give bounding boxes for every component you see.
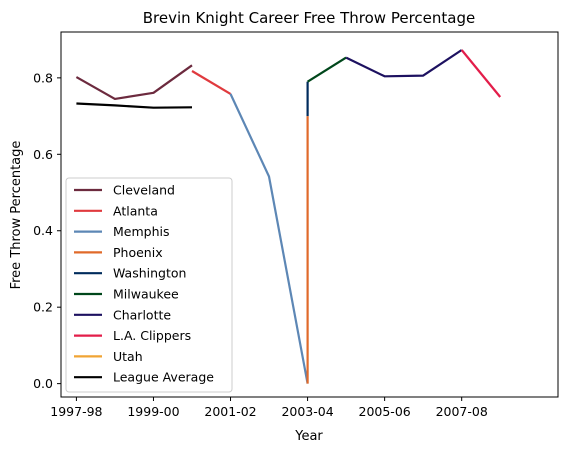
y-axis-ticks: 0.0 0.2 0.4 0.6 0.8 <box>33 70 61 391</box>
legend-label: Atlanta <box>113 203 158 218</box>
legend-label: Phoenix <box>113 245 163 260</box>
series-line-memphis <box>229 93 309 384</box>
legend: Cleveland Atlanta Memphis Phoenix Washington… <box>65 177 233 393</box>
y-tick-label: 0.6 <box>33 147 53 162</box>
y-tick-label: 0.8 <box>33 70 53 85</box>
y-axis-label: Free Throw Percentage <box>9 141 24 290</box>
legend-box <box>65 177 233 393</box>
legend-label: Utah <box>113 349 143 364</box>
legend-label: Memphis <box>113 224 170 239</box>
x-tick-label: 2001-02 <box>204 404 256 419</box>
x-tick-label: 1999-00 <box>127 404 179 419</box>
legend-label: Cleveland <box>113 183 175 198</box>
chart-title: Brevin Knight Career Free Throw Percenta… <box>143 9 475 27</box>
x-tick-label: 1997-98 <box>50 404 102 419</box>
series-line-charlotte <box>345 49 463 78</box>
plot-area <box>60 31 559 398</box>
series-line-cleveland <box>75 64 193 100</box>
legend-label: Milwaukee <box>113 287 179 302</box>
x-tick-label: 2003-04 <box>281 404 333 419</box>
series-line-milwaukee <box>307 56 347 83</box>
y-tick-label: 0.2 <box>33 300 53 315</box>
series-line-l-a-clippers <box>460 49 502 98</box>
legend-label: L.A. Clippers <box>113 328 191 343</box>
x-axis-ticks: 1997-98 1999-00 2001-02 2003-04 2005-06 2007-… <box>50 397 488 419</box>
x-tick-label: 2005-06 <box>359 404 411 419</box>
series-layer <box>75 49 502 384</box>
legend-items: Cleveland Atlanta Memphis Phoenix Washington… <box>74 183 214 385</box>
y-tick-label: 0.4 <box>33 223 53 238</box>
legend-label: Charlotte <box>113 307 171 322</box>
legend-label: League Average <box>113 370 214 385</box>
series-line-atlanta <box>191 70 232 95</box>
legend-label: Washington <box>113 266 186 281</box>
y-tick-label: 0.0 <box>33 376 53 391</box>
series-line-league-average <box>76 102 193 109</box>
x-axis-label: Year <box>294 429 323 444</box>
x-tick-label: 2007-08 <box>436 404 488 419</box>
